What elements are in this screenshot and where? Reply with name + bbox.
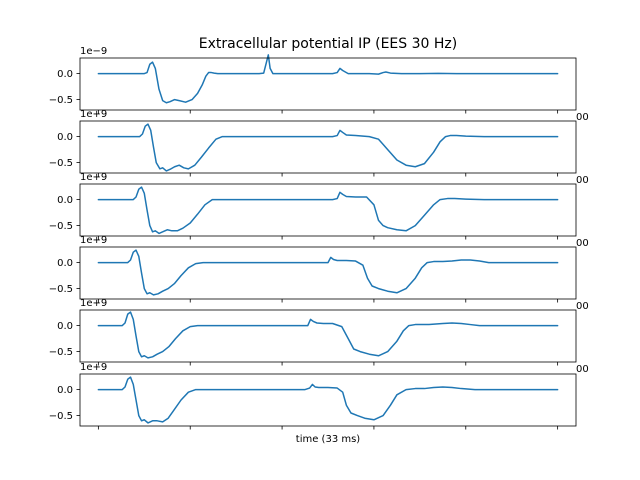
subplot-6: 0.0 −0.5 1e+9 bbox=[49, 362, 577, 430]
clipped-tick-fragment-3: 00 bbox=[576, 238, 589, 249]
y-offset-label-5: 1e+9 bbox=[80, 298, 107, 309]
clipped-tick-fragment-4: 00 bbox=[576, 301, 589, 312]
series-line-2 bbox=[97, 123, 559, 172]
y-tick-label-1-1: 0.0 bbox=[57, 69, 73, 80]
y-tick-label-3-1: 0.0 bbox=[57, 195, 73, 206]
subplot-2: 0.0 −0.5 1e+9 00 bbox=[49, 109, 589, 186]
y-tick-label-6-2: −0.5 bbox=[49, 411, 73, 422]
series-line-4 bbox=[97, 249, 559, 296]
axes-frame-1 bbox=[79, 57, 577, 111]
subplot-4: 0.0 −0.5 1e+9 00 bbox=[49, 235, 589, 312]
clipped-tick-fragment-5: 00 bbox=[576, 364, 589, 375]
axes-frame-4 bbox=[79, 246, 577, 300]
clipped-tick-fragment-2: 00 bbox=[576, 175, 589, 186]
subplots: 0.0−0.51e−9000.0−0.51e+9000.0−0.51e+9000… bbox=[49, 46, 589, 430]
y-tick-label-5-1: 0.0 bbox=[57, 321, 73, 332]
axes-frame-6 bbox=[79, 373, 577, 427]
y-tick-label-2-2: −0.5 bbox=[49, 158, 73, 169]
subplot-1: 0.0 −0.5 1e−9 00 bbox=[49, 46, 589, 123]
y-tick-label-3-2: −0.5 bbox=[49, 221, 73, 232]
y-tick-label-1-2: −0.5 bbox=[49, 95, 73, 106]
y-tick-label-5-2: −0.5 bbox=[49, 347, 73, 358]
series-line-6 bbox=[97, 376, 559, 424]
series-line-5 bbox=[97, 311, 559, 359]
y-tick-label-6-1: 0.0 bbox=[57, 385, 73, 396]
axes-frame-3 bbox=[79, 183, 577, 237]
clipped-tick-fragment-1: 00 bbox=[576, 112, 589, 123]
y-offset-label-4: 1e+9 bbox=[80, 235, 107, 246]
y-offset-label-3: 1e+9 bbox=[80, 172, 107, 183]
y-offset-label-2: 1e+9 bbox=[80, 109, 107, 120]
subplot-3: 0.0 −0.5 1e+9 00 bbox=[49, 172, 589, 249]
axes-frame-2 bbox=[79, 120, 577, 174]
y-tick-label-4-2: −0.5 bbox=[49, 284, 73, 295]
y-offset-label-1: 1e−9 bbox=[80, 46, 107, 57]
series-line-3 bbox=[97, 186, 559, 235]
chart-title: Extracellular potential IP (EES 30 Hz) bbox=[199, 36, 457, 52]
y-tick-label-4-1: 0.0 bbox=[57, 258, 73, 269]
y-tick-label-2-1: 0.0 bbox=[57, 132, 73, 143]
subplot-5: 0.0 −0.5 1e+9 00 bbox=[49, 298, 589, 375]
y-offset-label-6: 1e+9 bbox=[80, 362, 107, 373]
axes-frame-5 bbox=[79, 309, 577, 363]
series-line-1 bbox=[97, 54, 559, 104]
x-axis-label: time (33 ms) bbox=[296, 434, 361, 445]
